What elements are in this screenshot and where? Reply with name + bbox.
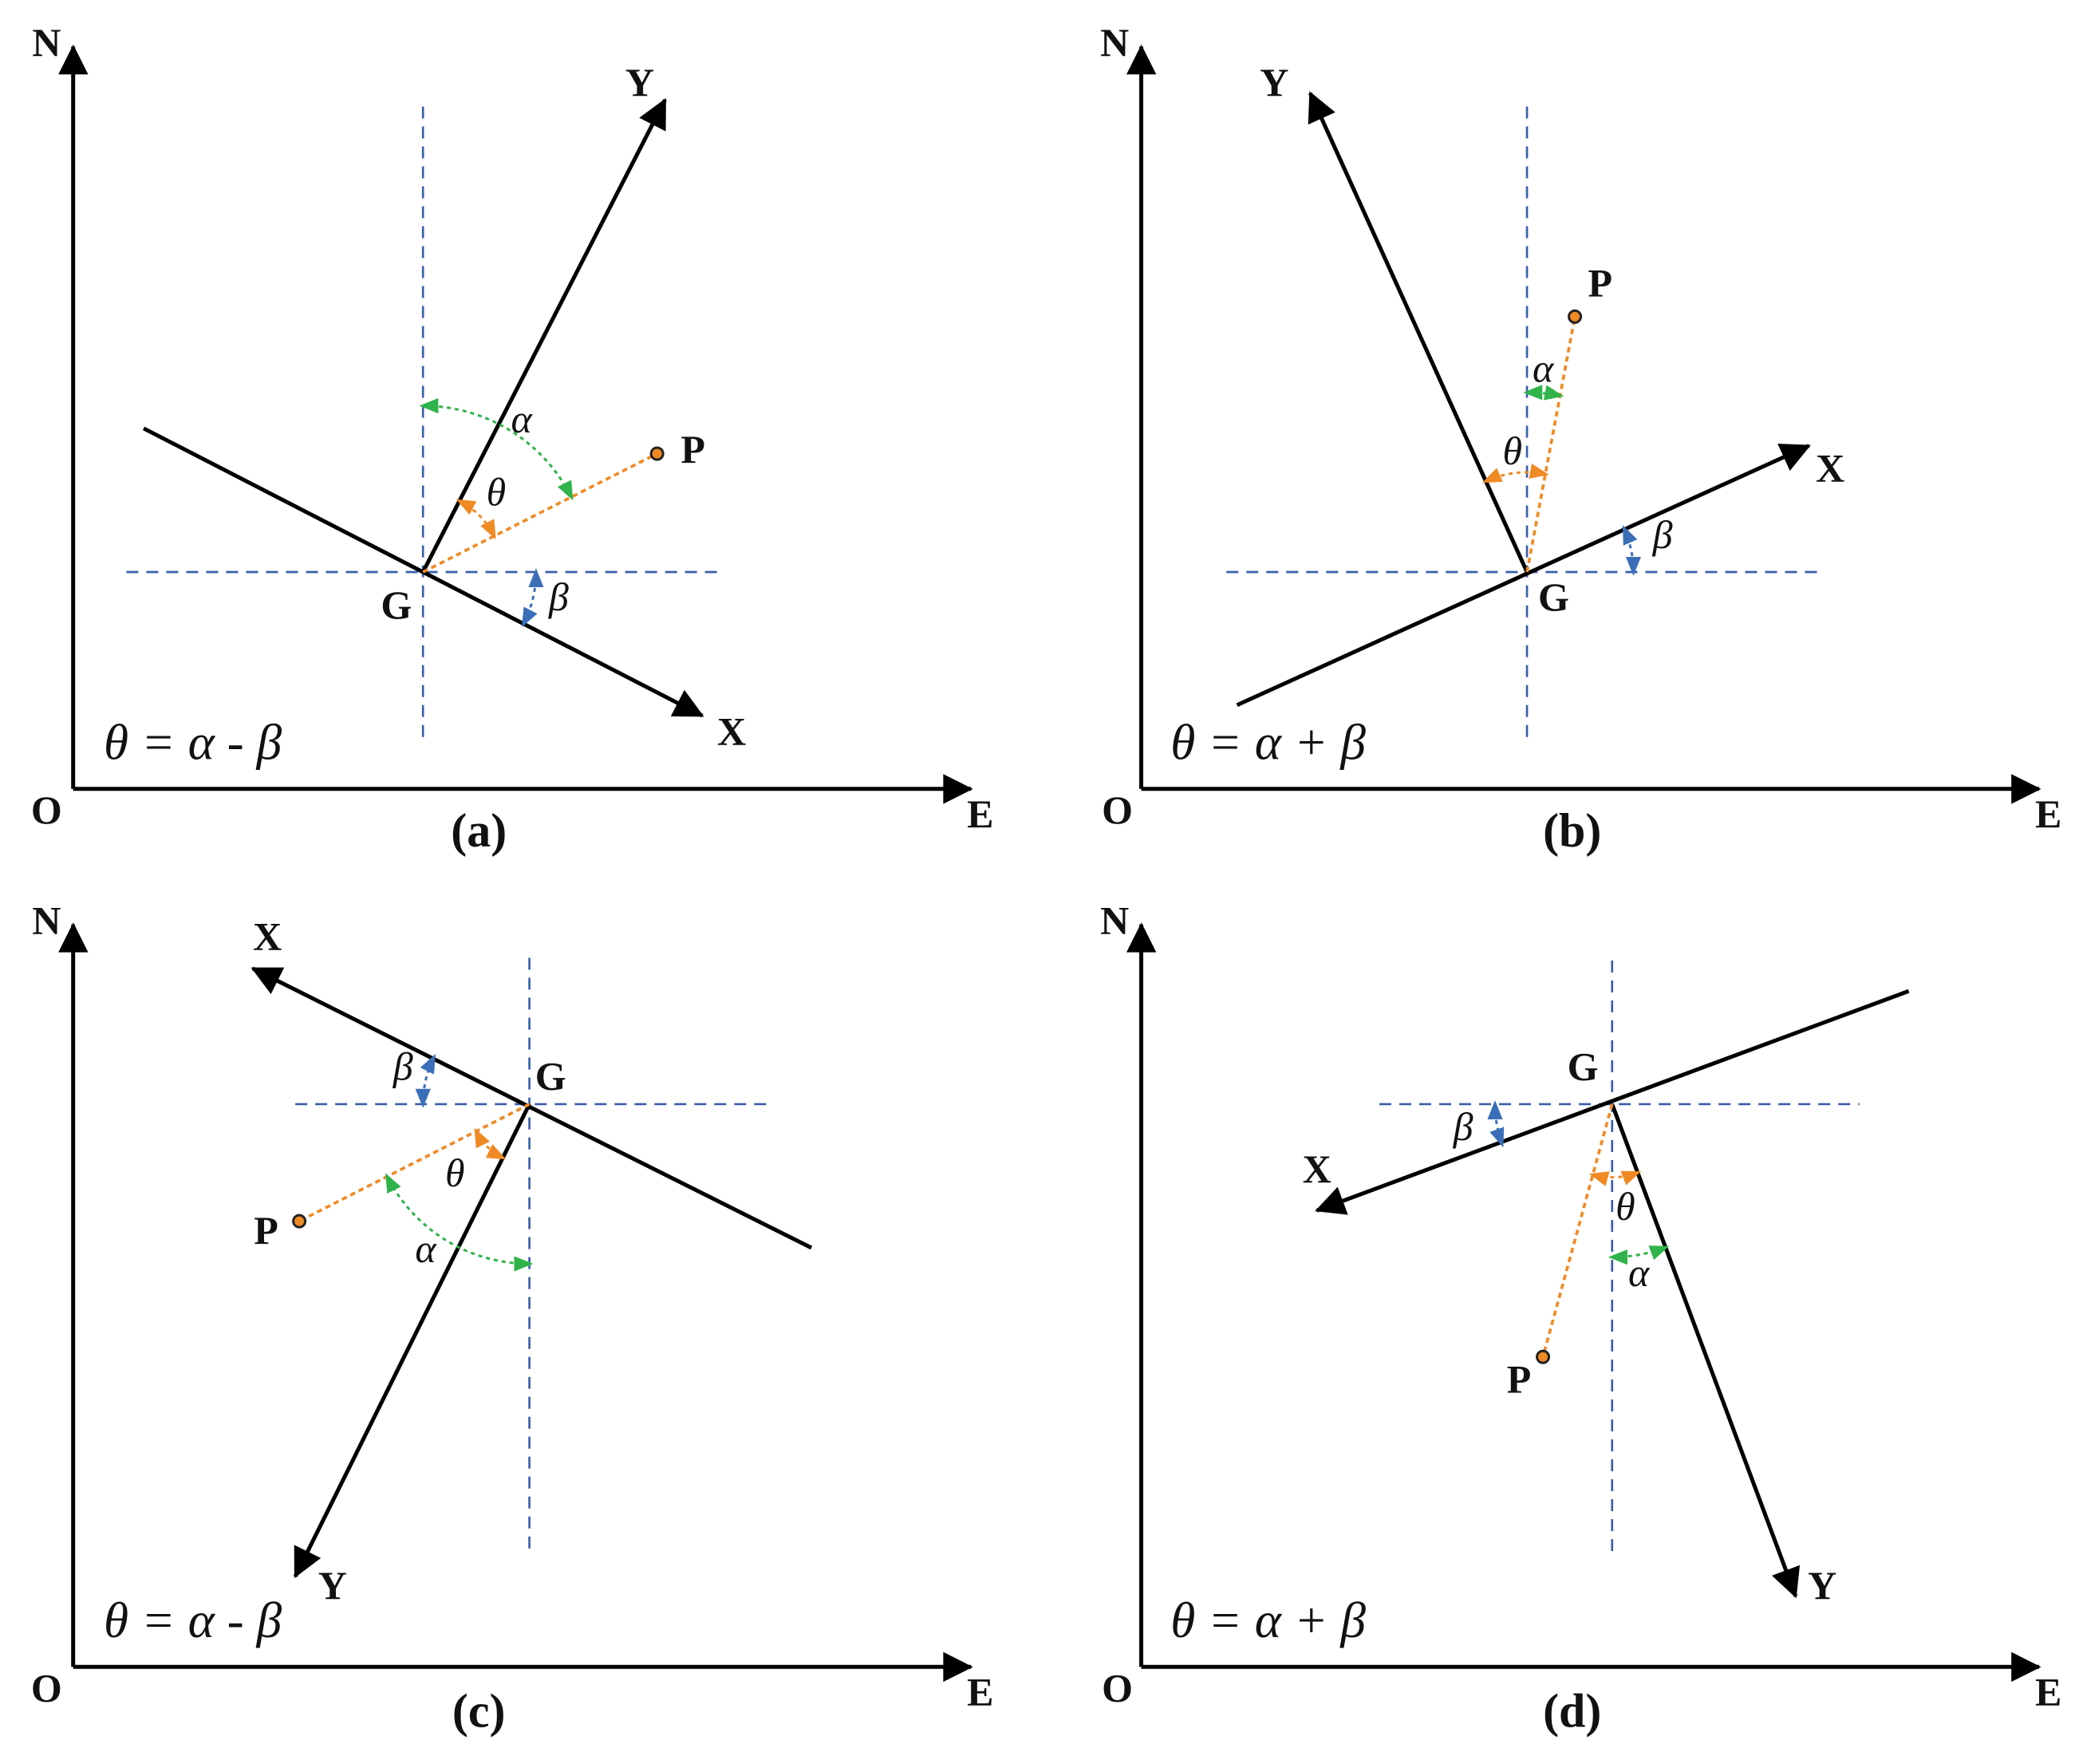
east-label: E [2035,1669,2061,1714]
x-axis-label: X [717,709,746,754]
y-axis-label: Y [625,60,654,105]
east-label: E [967,1669,993,1714]
beta-label: β [1652,512,1673,557]
angle-arc [1482,464,1549,483]
angle-arc [1487,1100,1505,1148]
north-label: N [1100,20,1129,65]
formula-label: θ = α + β [1170,1592,1366,1648]
angle-arc [1588,1170,1642,1186]
target-point [292,1213,307,1229]
angle-arc [1608,1245,1670,1265]
origin-label: O [31,1665,62,1710]
formula-label: θ = α - β [104,1592,282,1648]
x-axis-label: X [1816,445,1844,490]
angle-arc [456,499,496,540]
origin-label: O [1102,787,1133,832]
x-axis-line [1236,444,1811,708]
y-axis-line [293,1103,531,1579]
caption-label: (b) [1543,804,1601,857]
alpha-label: α [415,1226,437,1271]
angle-arc [385,1173,534,1272]
formula-label: θ = α - β [104,715,282,771]
angle-arc [415,1053,436,1108]
east-label: E [2035,791,2061,836]
angle-arc [522,568,544,628]
origin-label: O [31,787,62,832]
target-point [1568,309,1583,324]
y-axis-line [1610,1103,1801,1599]
caption-label: (c) [452,1685,506,1738]
x-axis-label: X [253,914,282,958]
y-axis-label: Y [1260,60,1288,105]
theta-label: θ [1615,1184,1635,1229]
beta-label: β [548,574,569,619]
alpha-label: α [511,397,533,441]
caption-label: (a) [451,804,507,857]
point-label: P [1507,1357,1532,1402]
theta-label: θ [445,1150,465,1195]
target-line [1525,316,1576,573]
angle-arc [1622,525,1642,576]
north-label: N [1100,898,1129,942]
y-axis-label: Y [1808,1563,1836,1608]
center-label: G [381,582,412,627]
beta-label: β [393,1044,413,1089]
origin-label: O [1102,1665,1133,1710]
target-line [298,1103,531,1223]
point-label: P [680,427,705,472]
center-label: G [1568,1044,1599,1089]
alpha-label: α [1533,345,1555,390]
target-point [649,446,665,461]
theta-label: θ [487,469,507,514]
x-axis-line [142,426,704,718]
point-label: P [1588,261,1612,306]
x-axis-label: X [1303,1146,1331,1191]
x-axis-line [250,966,813,1250]
angle-arc [474,1127,507,1160]
angle-arc [419,398,574,501]
angle-arc [1523,385,1564,401]
target-line [422,452,658,574]
center-label: G [1538,574,1569,619]
target-point [1536,1349,1551,1364]
target-line [1541,1103,1614,1358]
point-label: P [254,1208,278,1253]
center-label: G [535,1053,566,1098]
y-axis-label: Y [318,1563,347,1608]
caption-label: (d) [1543,1685,1601,1738]
alpha-label: α [1628,1250,1651,1295]
y-axis-line [1308,91,1529,574]
x-axis-line [1315,989,1910,1215]
formula-label: θ = α + β [1170,715,1366,771]
north-label: N [32,898,61,942]
theta-label: θ [1502,428,1522,473]
beta-label: β [1453,1104,1473,1149]
east-label: E [967,791,993,836]
north-label: N [32,20,61,65]
